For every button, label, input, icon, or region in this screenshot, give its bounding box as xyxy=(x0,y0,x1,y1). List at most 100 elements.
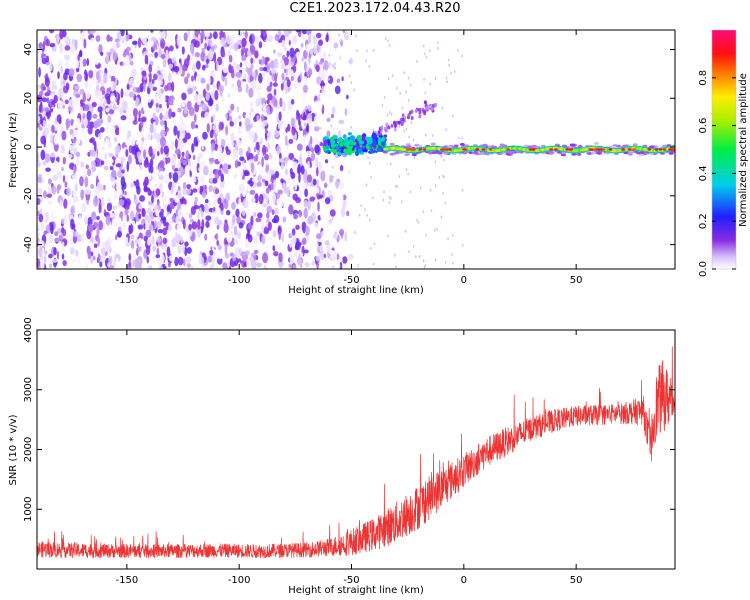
noise-cell xyxy=(121,126,127,132)
noise-cell xyxy=(153,220,157,228)
noise-cell xyxy=(114,127,120,136)
noise-cell xyxy=(339,261,343,269)
noise-cell xyxy=(244,171,250,177)
noise-cell xyxy=(227,260,230,269)
noise-cell xyxy=(98,220,103,231)
noise-cell xyxy=(90,37,96,43)
noise-cell xyxy=(87,83,93,93)
noise-cell xyxy=(198,167,202,172)
noise-cell xyxy=(177,107,182,113)
noise-cell xyxy=(37,232,41,237)
carrier-halo xyxy=(427,151,433,155)
noise-cell xyxy=(128,154,133,165)
noise-cell xyxy=(280,163,285,170)
noise-cell xyxy=(89,236,95,243)
noise-cell xyxy=(388,195,391,199)
noise-cell xyxy=(217,197,222,205)
noise-cell xyxy=(43,174,50,180)
noise-cell xyxy=(296,89,301,95)
noise-cell xyxy=(291,228,296,237)
noise-cell xyxy=(290,171,296,180)
noise-cell xyxy=(78,171,83,176)
noise-cell xyxy=(219,179,225,188)
y-tick-label: -40 xyxy=(23,236,34,252)
noise-cell xyxy=(273,251,279,257)
colorbar-frame xyxy=(711,29,737,270)
noise-cell xyxy=(51,100,56,105)
noise-cell xyxy=(100,254,106,264)
noise-cell xyxy=(159,104,162,109)
noise-cell xyxy=(224,77,228,87)
noise-cell xyxy=(253,116,258,122)
noise-cell xyxy=(222,163,229,174)
noise-cell xyxy=(207,255,212,263)
carrier-halo xyxy=(591,151,597,155)
noise-cell xyxy=(233,225,238,236)
onset-cell xyxy=(358,140,365,145)
noise-cell xyxy=(90,183,95,189)
noise-cell xyxy=(115,180,120,192)
noise-cell xyxy=(450,71,452,75)
noise-cell xyxy=(40,195,43,204)
noise-cell xyxy=(42,161,47,166)
noise-cell xyxy=(246,210,250,216)
noise-cell xyxy=(212,177,218,184)
noise-cell xyxy=(224,244,228,256)
noise-cell xyxy=(407,172,410,176)
noise-cell xyxy=(327,190,332,197)
noise-cell xyxy=(138,156,143,163)
noise-cell xyxy=(191,221,198,230)
noise-cell xyxy=(308,242,313,252)
noise-cell xyxy=(53,247,57,256)
noise-cell xyxy=(367,156,369,160)
noise-cell xyxy=(143,223,146,230)
noise-cell xyxy=(62,156,67,165)
noise-cell xyxy=(256,130,263,138)
noise-cell xyxy=(337,263,341,268)
noise-cell xyxy=(241,210,246,216)
noise-cell xyxy=(170,121,175,129)
noise-cell xyxy=(292,193,299,201)
noise-cell xyxy=(104,55,110,65)
noise-cell xyxy=(297,30,302,38)
noise-cell xyxy=(46,97,50,104)
noise-cell xyxy=(124,54,130,64)
noise-cell xyxy=(262,30,267,37)
noise-cell xyxy=(37,211,40,216)
snr-x-axis-label: Height of straight line (km) xyxy=(288,585,424,596)
noise-cell xyxy=(341,76,344,82)
noise-cell xyxy=(91,101,97,108)
noise-cell xyxy=(152,171,157,183)
noise-cell xyxy=(152,245,157,252)
noise-cell xyxy=(368,218,371,222)
noise-cell xyxy=(368,64,371,68)
noise-cell xyxy=(144,176,149,187)
noise-cell xyxy=(204,30,210,38)
noise-cell xyxy=(158,205,162,211)
y-tick-label: 0 xyxy=(23,144,34,150)
noise-cell xyxy=(338,119,345,125)
noise-cell xyxy=(256,164,263,175)
noise-cell xyxy=(316,53,321,63)
noise-cell xyxy=(388,44,391,48)
noise-cell xyxy=(106,95,111,105)
noise-cell xyxy=(255,80,260,90)
noise-cell xyxy=(97,171,101,178)
noise-cell xyxy=(185,256,192,263)
noise-cell xyxy=(187,30,191,38)
noise-cell xyxy=(112,51,117,62)
noise-cell xyxy=(233,42,239,52)
noise-cell xyxy=(283,245,287,256)
noise-cell xyxy=(195,76,199,82)
noise-cell xyxy=(173,125,178,136)
noise-cell xyxy=(391,74,394,78)
noise-cell xyxy=(84,136,88,141)
noise-cell xyxy=(279,97,283,108)
noise-cell xyxy=(145,245,151,255)
onset-cell xyxy=(349,135,356,141)
noise-cell xyxy=(87,250,92,260)
noise-cell xyxy=(89,30,96,34)
noise-cell xyxy=(308,33,312,44)
x-tick-label: 50 xyxy=(570,575,583,586)
noise-cell xyxy=(314,144,320,154)
